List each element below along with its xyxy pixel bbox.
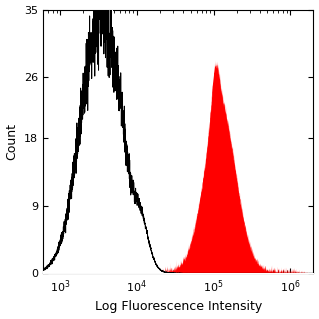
X-axis label: Log Fluorescence Intensity: Log Fluorescence Intensity — [95, 300, 262, 314]
Y-axis label: Count: Count — [5, 123, 19, 160]
